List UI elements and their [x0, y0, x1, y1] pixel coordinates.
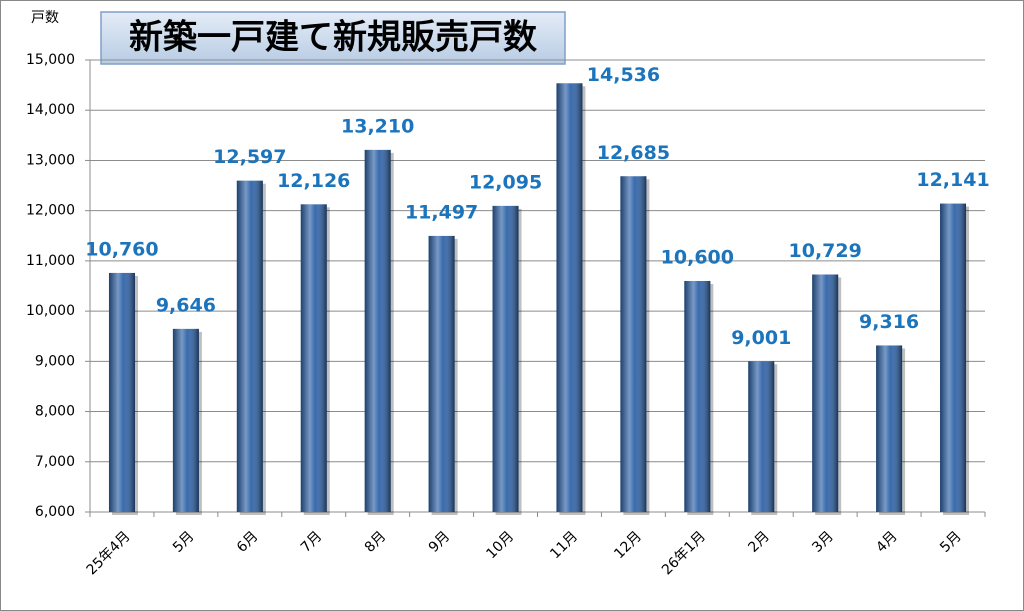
- y-tick-label: 8,000: [35, 404, 75, 420]
- bar-shading: [492, 205, 519, 512]
- bar-shading: [428, 235, 455, 512]
- y-tick-label: 7,000: [35, 454, 75, 470]
- y-tick-label: 15,000: [26, 52, 75, 68]
- y-tick-label: 11,000: [26, 253, 75, 269]
- y-tick-label: 9,000: [35, 353, 75, 369]
- bar-shading: [364, 149, 391, 513]
- value-label: 9,316: [859, 311, 919, 333]
- y-tick-label: 14,000: [26, 102, 75, 118]
- bar-shading: [876, 345, 903, 512]
- chart-title: 新築一戸建て新規販売戸数: [129, 18, 537, 58]
- bar-shading: [108, 272, 135, 512]
- value-label: 12,597: [213, 146, 286, 168]
- value-label: 9,001: [731, 327, 791, 349]
- y-tick-label: 12,000: [26, 203, 75, 219]
- value-label: 12,685: [597, 142, 670, 164]
- y-tick-label: 13,000: [26, 152, 75, 168]
- value-label: 13,210: [341, 115, 414, 137]
- bar-shading: [620, 176, 647, 512]
- bar-shading: [300, 204, 327, 512]
- value-label: 12,141: [916, 169, 989, 191]
- title-box: [100, 11, 566, 65]
- y-tick-label: 6,000: [35, 504, 75, 520]
- bar-shading: [812, 274, 839, 512]
- bar-shading: [236, 180, 263, 512]
- y-axis-label: 戸数: [31, 10, 59, 26]
- value-label: 12,095: [469, 171, 542, 193]
- bar-shading: [172, 328, 199, 512]
- value-label: 10,600: [661, 246, 734, 268]
- value-label: 10,760: [85, 238, 158, 260]
- value-label: 12,126: [277, 170, 350, 192]
- bar-shading: [940, 203, 967, 512]
- bar-shading: [748, 361, 775, 512]
- y-tick-label: 10,000: [26, 303, 75, 319]
- value-label: 14,536: [587, 64, 660, 86]
- value-label: 10,729: [789, 240, 862, 262]
- value-label: 11,497: [405, 201, 478, 223]
- value-label: 9,646: [156, 294, 216, 316]
- bar-shading: [556, 83, 583, 513]
- bar-shading: [684, 280, 711, 512]
